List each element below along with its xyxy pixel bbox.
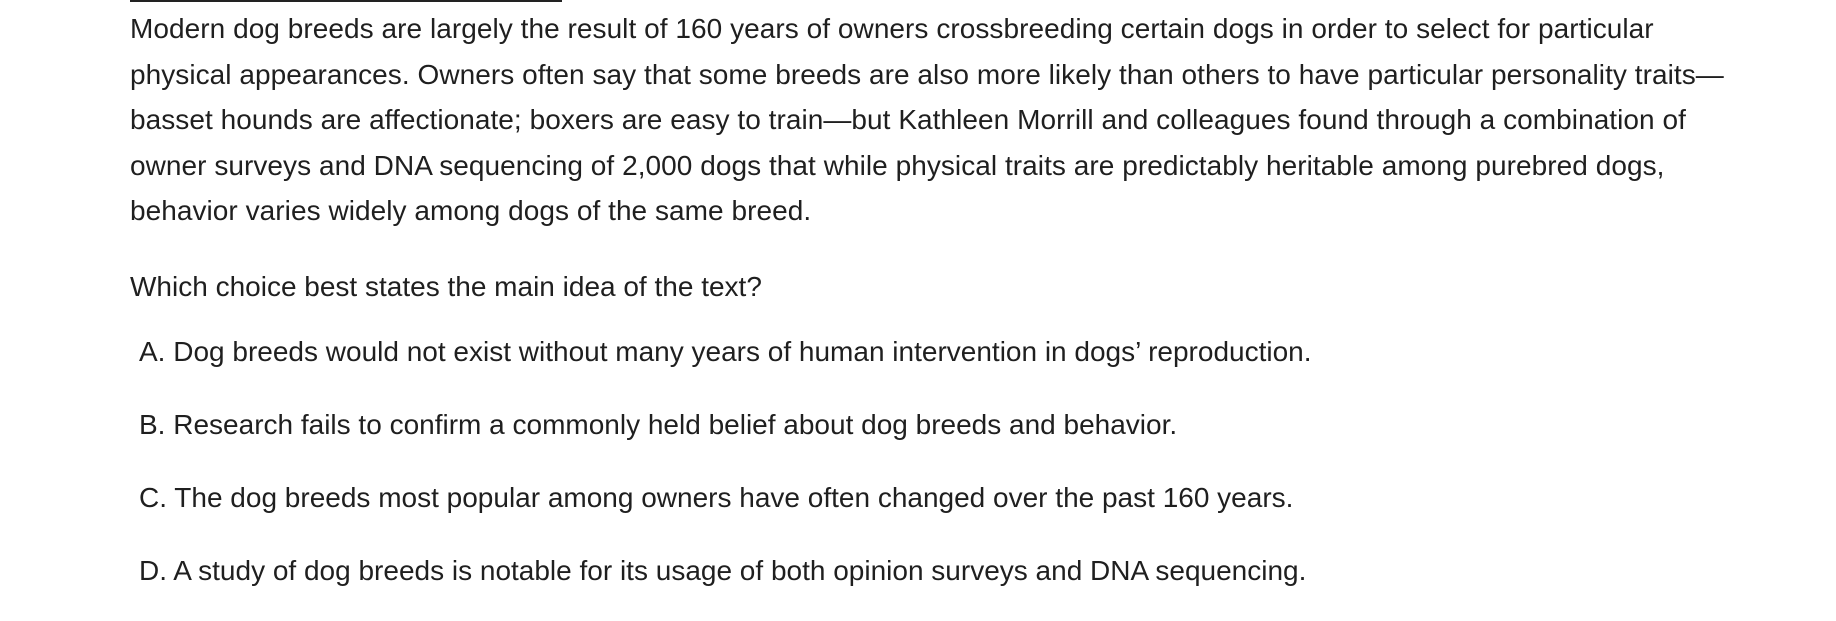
passage-text: Modern dog breeds are largely the result… — [130, 13, 1724, 226]
question-prompt: Which choice best states the main idea o… — [130, 271, 762, 302]
choice-a[interactable]: A. Dog breeds would not exist without ma… — [139, 329, 1312, 374]
choice-b[interactable]: B. Research fails to confirm a commonly … — [139, 402, 1312, 447]
answer-choices: A. Dog breeds would not exist without ma… — [139, 329, 1312, 621]
choice-letter: A. — [139, 336, 166, 367]
top-divider — [130, 0, 562, 2]
choice-letter: D. — [139, 555, 167, 586]
choice-letter: B. — [139, 409, 166, 440]
choice-text: Dog breeds would not exist without many … — [173, 336, 1312, 367]
choice-d[interactable]: D. A study of dog breeds is notable for … — [139, 548, 1312, 593]
choice-text: A study of dog breeds is notable for its… — [173, 555, 1307, 586]
choice-c[interactable]: C. The dog breeds most popular among own… — [139, 475, 1312, 520]
choice-letter: C. — [139, 482, 167, 513]
choice-text: Research fails to confirm a commonly hel… — [173, 409, 1178, 440]
choice-text: The dog breeds most popular among owners… — [174, 482, 1294, 513]
